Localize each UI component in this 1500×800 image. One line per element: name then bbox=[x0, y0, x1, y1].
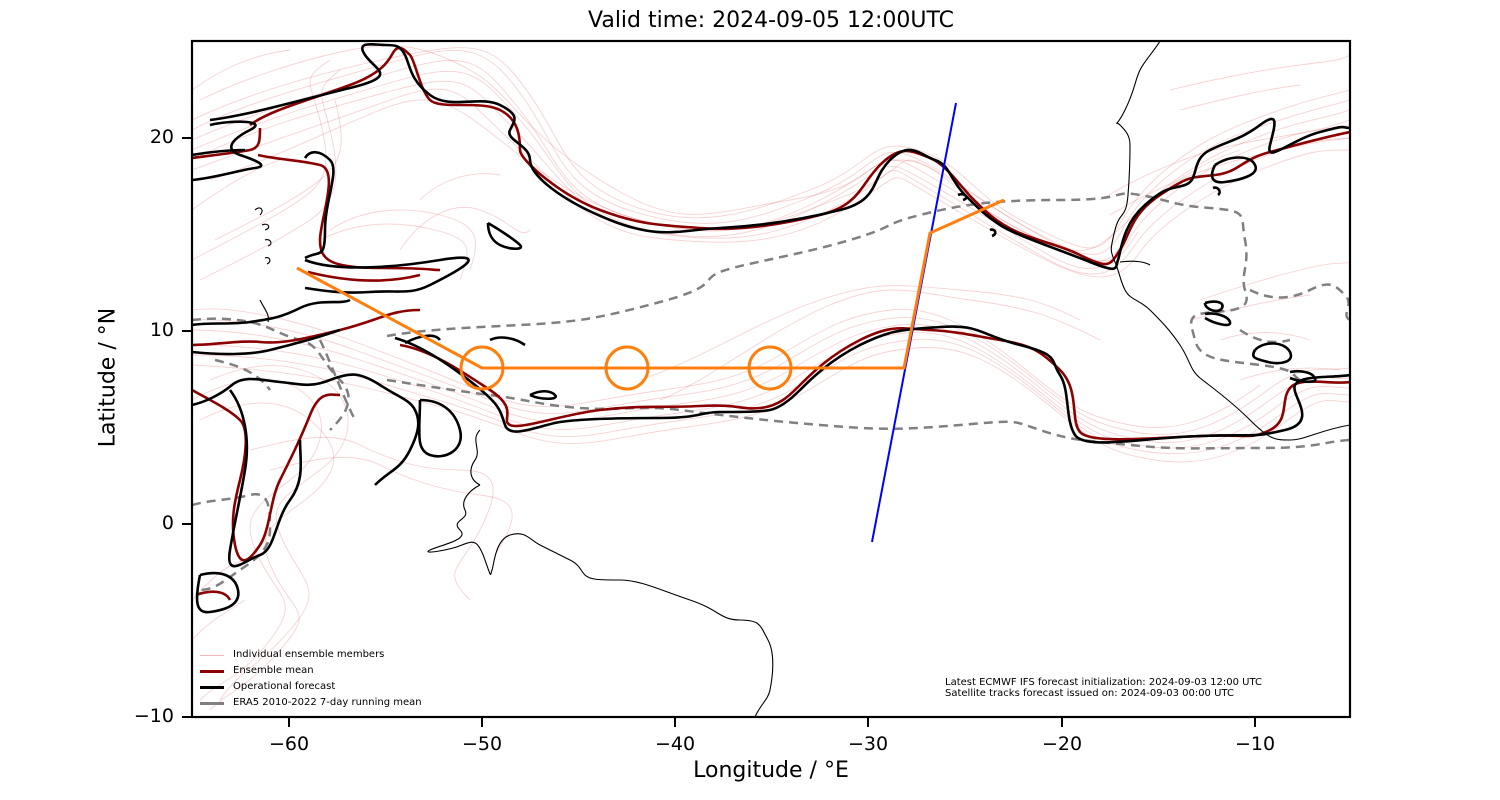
y-axis-ticks bbox=[182, 137, 192, 718]
satellite-track-note: Satellite tracks forecast issued on: 202… bbox=[945, 688, 1234, 699]
x-axis-label: Longitude / °E bbox=[693, 758, 849, 783]
era5-climatology-contours bbox=[192, 192, 1350, 592]
legend-swatch-operational-forecast bbox=[200, 685, 224, 689]
operational-forecast-contours bbox=[192, 42, 1350, 614]
legend-label: ERA5 2010-2022 7-day running mean bbox=[233, 697, 422, 708]
y-tick-label: 10 bbox=[149, 319, 174, 341]
y-tick-label: 20 bbox=[149, 126, 174, 148]
legend-label: Ensemble mean bbox=[233, 665, 314, 676]
ensemble-members bbox=[192, 45, 1350, 711]
map-plot-area bbox=[192, 41, 1350, 717]
y-axis-label: Latitude / °N bbox=[95, 307, 121, 448]
flight-track bbox=[296, 198, 1005, 391]
y-tick-label: 0 bbox=[161, 512, 174, 534]
x-axis-ticks bbox=[288, 717, 1256, 727]
x-tick-label: −60 bbox=[268, 733, 310, 755]
ensemble-mean-contours bbox=[192, 46, 1350, 601]
x-tick-label: −40 bbox=[654, 733, 696, 755]
x-tick-label: −20 bbox=[1041, 733, 1083, 755]
legend: Individual ensemble members Ensemble mea… bbox=[200, 647, 422, 711]
x-tick-label: −30 bbox=[847, 733, 889, 755]
chart-title: Valid time: 2024-09-05 12:00UTC bbox=[588, 8, 954, 33]
x-tick-label: −10 bbox=[1234, 733, 1276, 755]
legend-swatch-ensemble-members bbox=[200, 654, 224, 656]
legend-label: Individual ensemble members bbox=[233, 649, 385, 660]
axes-frame bbox=[190, 39, 1352, 719]
ifs-initialization-note: Latest ECMWF IFS forecast initialization… bbox=[945, 677, 1262, 688]
forecast-info-annotation: Latest ECMWF IFS forecast initialization… bbox=[945, 677, 1262, 699]
y-tick-label: −10 bbox=[133, 705, 174, 727]
legend-label: Operational forecast bbox=[233, 681, 336, 692]
legend-entry-operational-forecast: Operational forecast bbox=[200, 679, 422, 695]
coastlines bbox=[254, 41, 1350, 717]
x-tick-label: −50 bbox=[461, 733, 503, 755]
legend-entry-ensemble-members: Individual ensemble members bbox=[200, 647, 422, 663]
legend-entry-ensemble-mean: Ensemble mean bbox=[200, 663, 422, 679]
legend-swatch-era5 bbox=[200, 701, 224, 705]
legend-entry-era5: ERA5 2010-2022 7-day running mean bbox=[200, 695, 422, 711]
legend-swatch-ensemble-mean bbox=[200, 669, 224, 673]
